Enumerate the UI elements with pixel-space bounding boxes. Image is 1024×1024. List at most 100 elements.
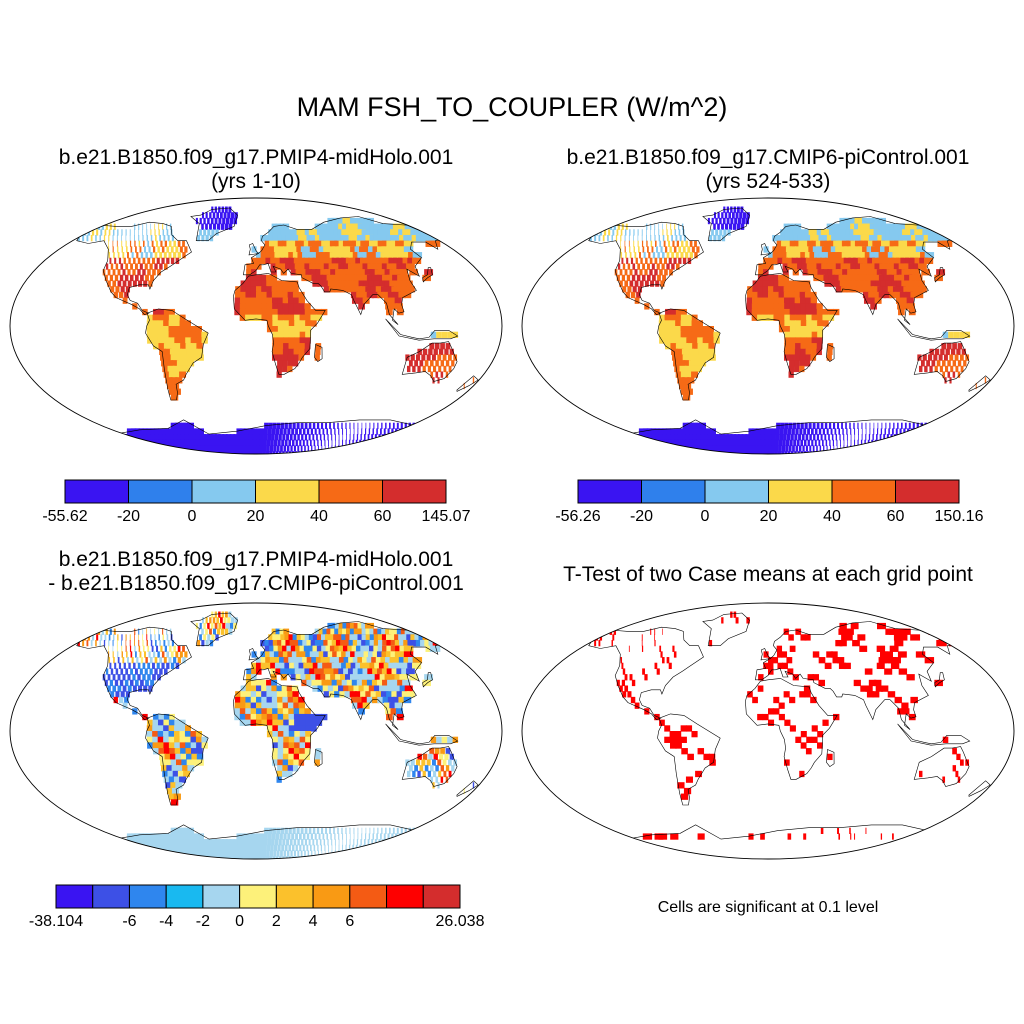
colorbar-box xyxy=(128,884,167,909)
panel-title-picontrol: b.e21.B1850.f09_g17.CMIP6-piControl.001 … xyxy=(518,146,1018,194)
colorbar-picontrol: -56.26 -20 0 20 40 60 150.16 xyxy=(555,479,984,525)
map-midholo xyxy=(9,197,503,455)
colorbar-box xyxy=(382,479,447,504)
colorbar-picontrol-boxes: -56.26 -20 0 20 40 60 150.16 xyxy=(555,479,984,525)
colorbar-box xyxy=(895,479,960,504)
coastline xyxy=(385,318,459,341)
colorbar-label: -6 xyxy=(122,913,136,930)
colorbar-box xyxy=(92,884,130,909)
colorbar-label: -20 xyxy=(630,508,653,525)
coastline xyxy=(145,308,209,401)
colorbar-box xyxy=(318,479,383,504)
coastline xyxy=(702,612,750,647)
map-border xyxy=(521,197,1015,455)
colorbar-label: 2 xyxy=(272,913,281,930)
colorbar-box xyxy=(128,479,193,504)
coastline xyxy=(968,375,991,392)
colorbar-label: 6 xyxy=(345,913,354,930)
figure-title: MAM FSH_TO_COUPLER (W/m^2) xyxy=(296,92,728,122)
coastline xyxy=(745,678,838,780)
map-ttest xyxy=(521,602,1015,860)
colorbar-box xyxy=(275,884,314,909)
colorbar-label: 145.07 xyxy=(422,508,471,525)
coastline xyxy=(243,216,447,325)
colorbar-label: -55.62 xyxy=(42,508,87,525)
coastline xyxy=(456,375,479,392)
coastline xyxy=(314,749,323,768)
coastline xyxy=(248,243,259,256)
coastline xyxy=(190,612,238,647)
coastline xyxy=(897,723,971,746)
coastline xyxy=(657,713,721,806)
coastline xyxy=(401,746,458,787)
colorbar-midholo: -55.62 -20 0 20 40 60 145.07 xyxy=(42,479,471,525)
panel-title-difference: b.e21.B1850.f09_g17.PMIP4-midHolo.001 - … xyxy=(6,548,506,596)
panel-title-ttest-line1: T-Test of two Case means at each grid po… xyxy=(563,563,973,586)
colorbar-box xyxy=(239,884,277,909)
colorbar-box xyxy=(255,479,320,504)
colorbar-label: 20 xyxy=(760,508,778,525)
colorbar-label: -2 xyxy=(196,913,210,930)
panel-title-difference-line2: - b.e21.B1850.f09_g17.CMIP6-piControl.00… xyxy=(48,572,464,595)
colorbar-label: 20 xyxy=(247,508,265,525)
colorbar-label: 60 xyxy=(887,508,905,525)
map-ttest-layer xyxy=(521,602,1015,860)
panel-title-ttest: T-Test of two Case means at each grid po… xyxy=(508,563,1024,587)
colorbar-box xyxy=(349,884,388,909)
panel-title-picontrol-line2: (yrs 524-533) xyxy=(705,170,831,193)
coastline xyxy=(233,678,326,780)
coastline xyxy=(456,780,479,797)
coastline xyxy=(826,344,835,363)
colorbar-label: 150.16 xyxy=(935,508,984,525)
coastline xyxy=(422,672,433,688)
colorbar-label: 4 xyxy=(309,913,318,930)
coastline xyxy=(934,267,945,283)
map-picontrol-layer xyxy=(521,197,1015,455)
coastline xyxy=(248,648,259,661)
panel-title-midholo-line1: b.e21.B1850.f09_g17.PMIP4-midHolo.001 xyxy=(58,146,454,169)
colorbar-box xyxy=(768,479,833,504)
coastline xyxy=(897,318,971,341)
coastline xyxy=(76,626,192,720)
colorbar-box xyxy=(386,884,424,909)
coastline xyxy=(755,216,959,325)
colorbar-box xyxy=(64,479,129,504)
map-picontrol xyxy=(521,197,1015,455)
coastline xyxy=(588,221,704,315)
colorbar-box xyxy=(165,884,204,909)
coastline xyxy=(760,648,771,661)
map-border xyxy=(521,602,1015,860)
panel-title-midholo-line2: (yrs 1-10) xyxy=(211,170,301,193)
colorbar-box xyxy=(55,884,94,909)
coastline xyxy=(588,626,704,720)
colorbar-box xyxy=(831,479,896,504)
map-midholo-layer xyxy=(9,197,503,455)
coastline xyxy=(145,713,209,806)
colorbar-box xyxy=(202,884,241,909)
colorbar-box xyxy=(704,479,769,504)
colorbar-label: 0 xyxy=(188,508,197,525)
colorbar-difference: -38.104 -6 -4 -2 0 2 4 6 26.038 xyxy=(29,884,485,930)
coastline xyxy=(314,344,323,363)
colorbar-label: -38.104 xyxy=(29,913,83,930)
panel-title-difference-line1: b.e21.B1850.f09_g17.PMIP4-midHolo.001 xyxy=(58,548,454,571)
colorbar-box xyxy=(191,479,256,504)
coastline xyxy=(401,341,458,382)
panel-title-picontrol-line1: b.e21.B1850.f09_g17.CMIP6-piControl.001 xyxy=(566,146,970,169)
coastline xyxy=(422,267,433,283)
coastline xyxy=(913,746,970,787)
colorbar-box xyxy=(577,479,642,504)
coastline xyxy=(826,749,835,768)
coastline xyxy=(76,221,192,315)
colorbar-label: 40 xyxy=(310,508,328,525)
colorbar-difference-boxes: -38.104 -6 -4 -2 0 2 4 6 26.038 xyxy=(29,884,485,930)
coastline xyxy=(657,308,721,401)
coastline xyxy=(702,207,750,242)
map-difference xyxy=(9,602,503,860)
colorbar-box xyxy=(641,479,706,504)
panel-title-midholo: b.e21.B1850.f09_g17.PMIP4-midHolo.001 (y… xyxy=(6,146,506,194)
colorbar-midholo-boxes: -55.62 -20 0 20 40 60 145.07 xyxy=(42,479,471,525)
colorbar-label: 0 xyxy=(701,508,710,525)
coastline xyxy=(913,341,970,382)
colorbar-label: -20 xyxy=(117,508,140,525)
